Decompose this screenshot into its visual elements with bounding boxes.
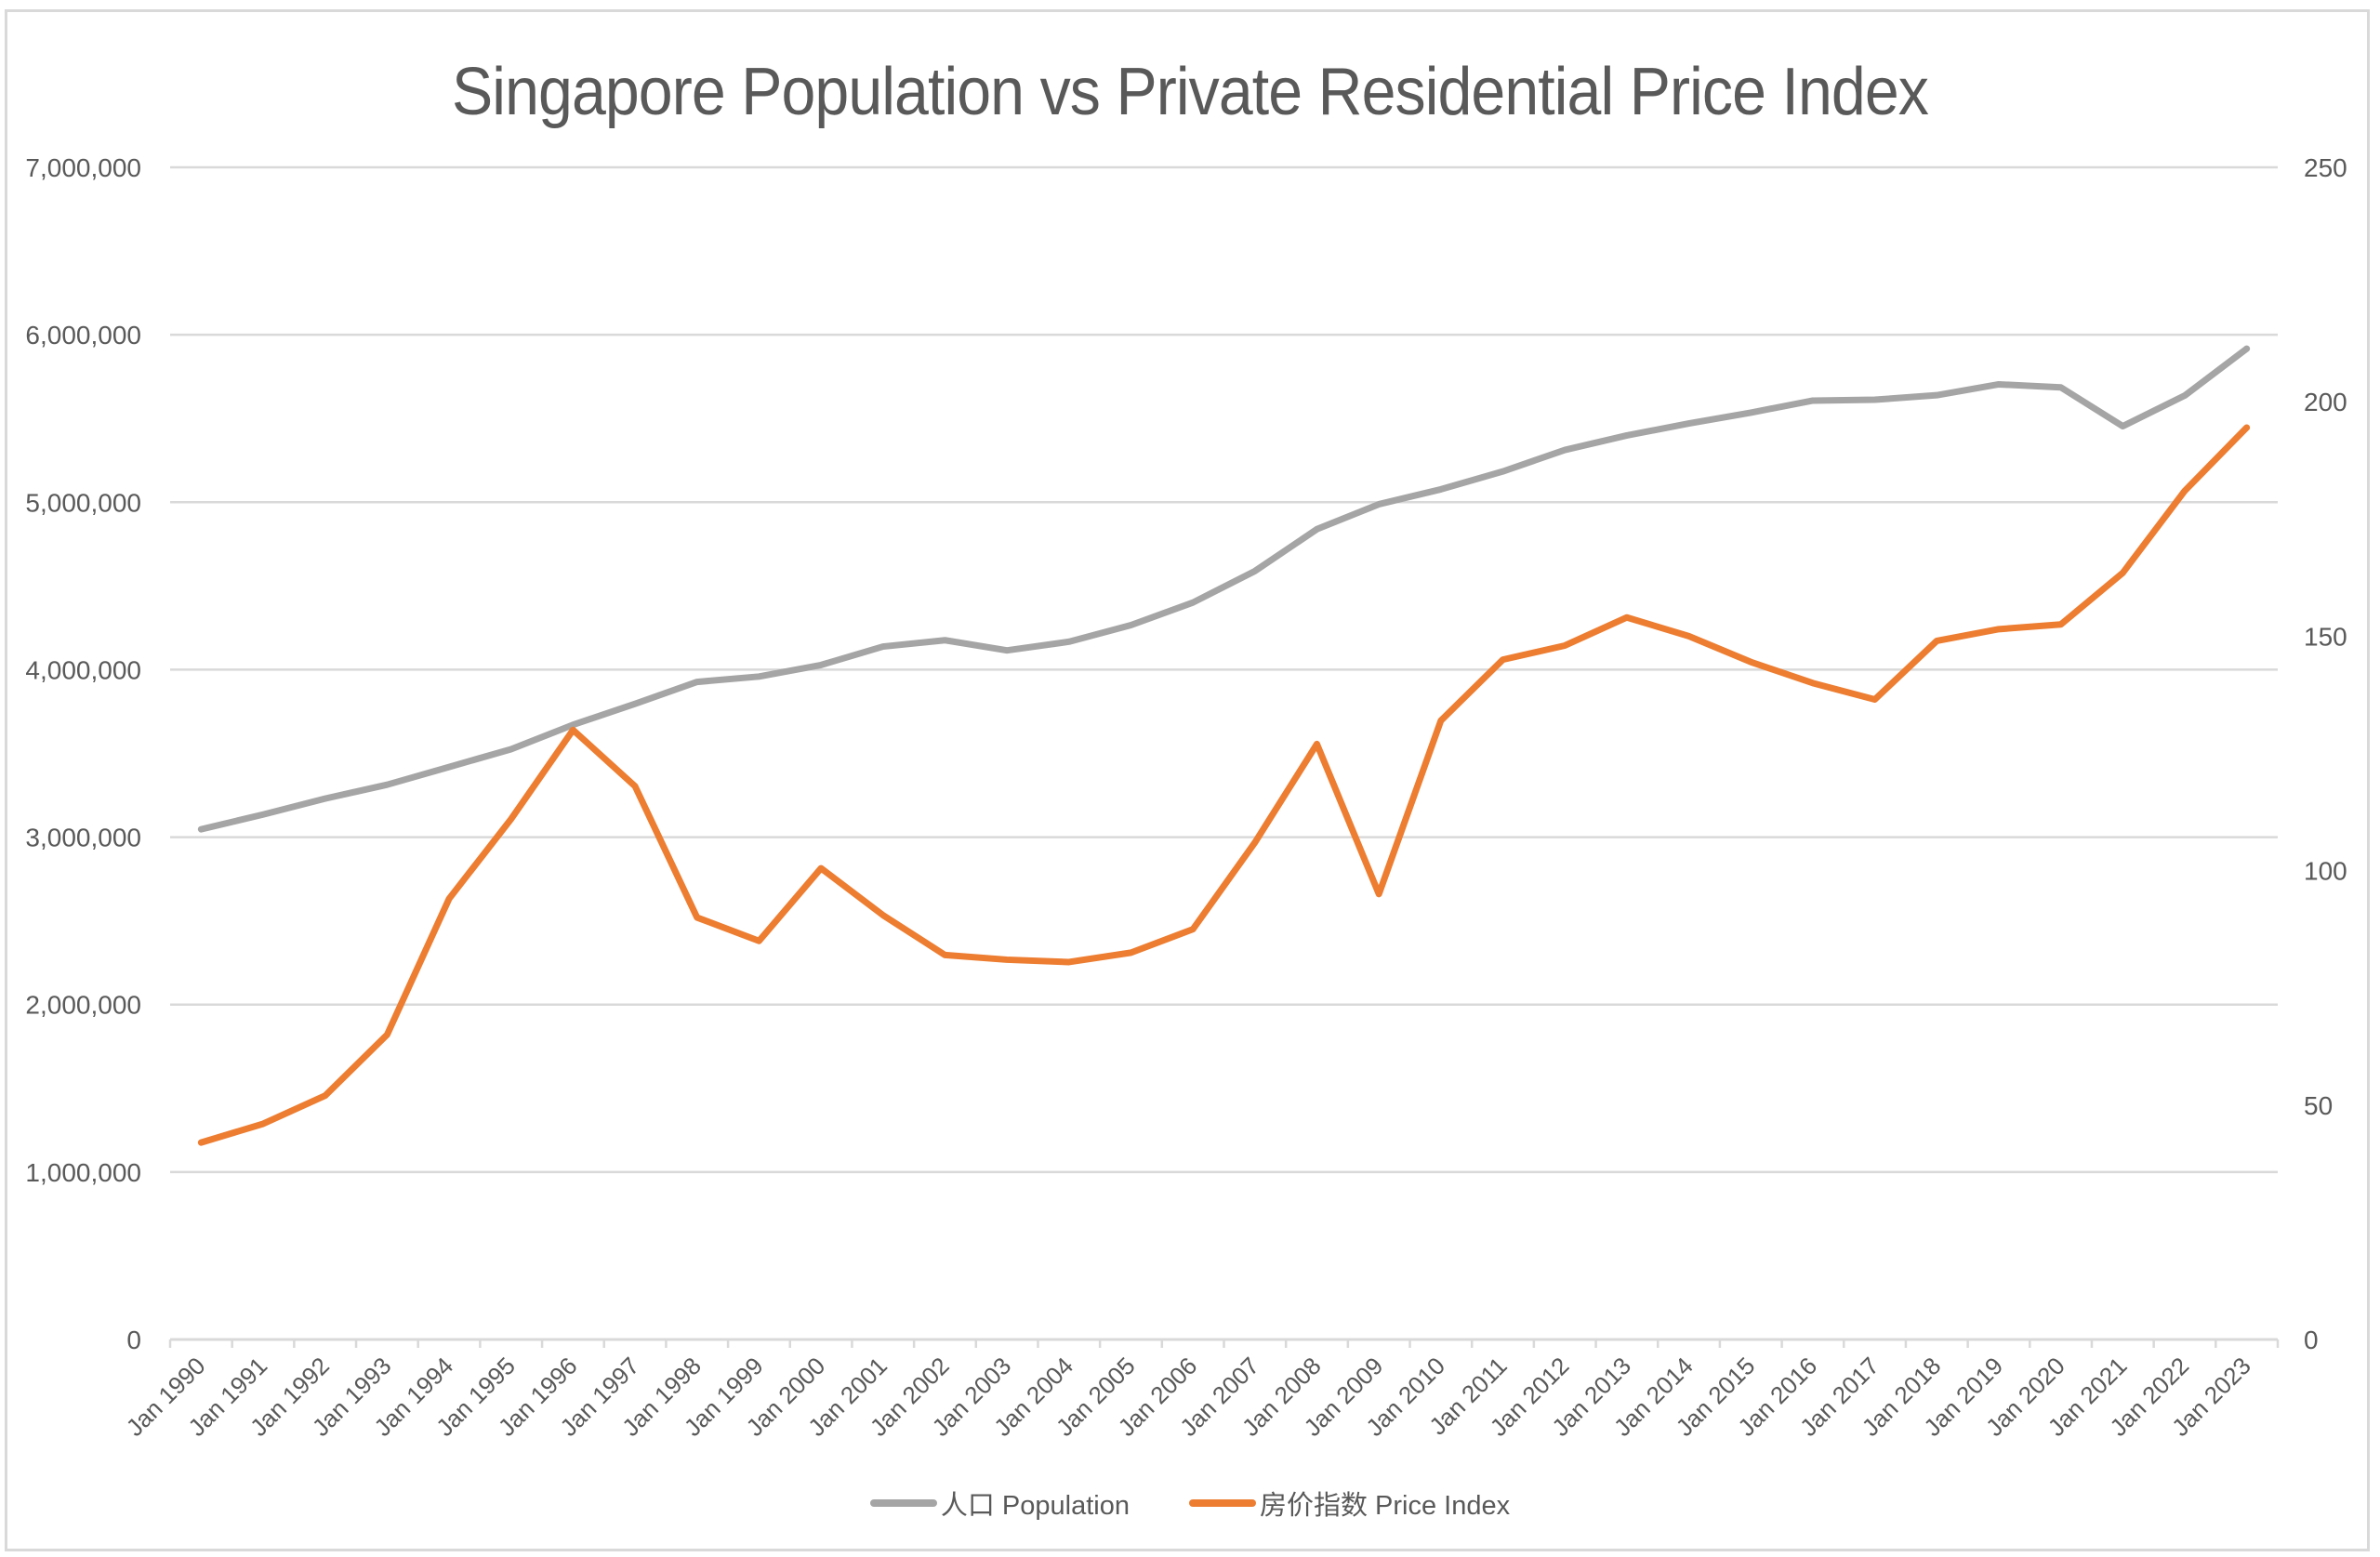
y-left-tick-label: 3,000,000 bbox=[25, 824, 141, 852]
y-left-tick-label: 7,000,000 bbox=[25, 153, 141, 182]
legend-item-price-index[interactable]: 房价指数 Price Index bbox=[1188, 1484, 1511, 1523]
axis-labels: 0 1,000,000 2,000,000 3,000,000 4,000,000 5,0… bbox=[25, 153, 2347, 1442]
y-right-tick-label: 150 bbox=[2304, 622, 2347, 651]
series-line-price-index bbox=[197, 424, 2251, 1146]
legend-item-population[interactable]: 人口 Population bbox=[869, 1484, 1130, 1523]
y-right-tick-label: 250 bbox=[2304, 153, 2347, 182]
y-right-tick-label: 200 bbox=[2304, 388, 2347, 416]
y-right-tick-label: 50 bbox=[2304, 1091, 2333, 1120]
legend-label-price-index: 房价指数 Price Index bbox=[1259, 1491, 1511, 1521]
y-left-tick-label: 5,000,000 bbox=[25, 488, 141, 517]
y-left-tick-label: 1,000,000 bbox=[25, 1158, 141, 1187]
legend-label-population: 人口 Population bbox=[940, 1491, 1130, 1521]
legend: 人口 Population 房价指数 Price Index bbox=[0, 1484, 2380, 1523]
series-line-population bbox=[197, 345, 2251, 833]
y-left-tick-label: 0 bbox=[126, 1326, 141, 1354]
legend-swatch-population bbox=[869, 1499, 937, 1507]
y-left-tick-label: 6,000,000 bbox=[25, 321, 141, 350]
y-left-tick-label: 4,000,000 bbox=[25, 655, 141, 684]
y-left-tick-label: 2,000,000 bbox=[25, 991, 141, 1020]
axes bbox=[168, 1338, 2280, 1348]
chart-title: Singapore Population vs Private Resident… bbox=[0, 54, 2380, 130]
y-right-tick-label: 100 bbox=[2304, 857, 2347, 886]
chart-title-text: Singapore Population vs Private Resident… bbox=[452, 55, 1929, 129]
series-lines bbox=[197, 345, 2251, 1146]
gridlines bbox=[170, 165, 2278, 1174]
legend-swatch-price-index bbox=[1188, 1499, 1256, 1507]
y-right-tick-label: 0 bbox=[2304, 1326, 2319, 1354]
